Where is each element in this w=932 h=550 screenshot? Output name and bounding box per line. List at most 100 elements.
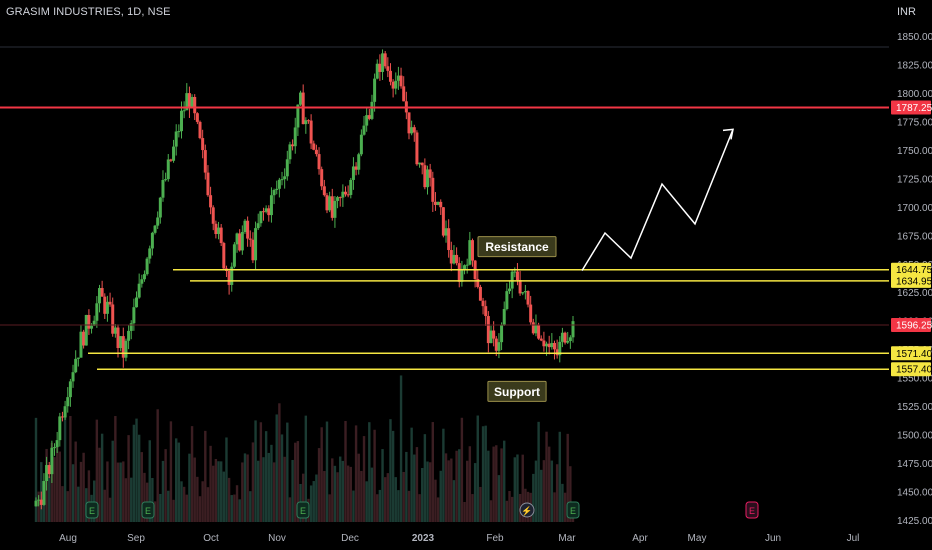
- candle-body: [489, 330, 493, 344]
- volume-bar: [325, 421, 329, 522]
- candle-body: [288, 144, 292, 160]
- time-tick-label: Dec: [341, 533, 359, 544]
- candle-body: [484, 306, 488, 317]
- price-tick-label: 1425.00: [897, 516, 932, 527]
- volume-bar: [423, 434, 427, 522]
- volume-bar: [320, 427, 323, 522]
- volume-bar: [413, 454, 416, 522]
- volume-bar: [323, 471, 326, 522]
- candle-body: [58, 416, 62, 441]
- candle-body: [415, 132, 419, 165]
- candle-body: [452, 254, 456, 264]
- volume-bar: [264, 431, 268, 522]
- event-marker-bg: [566, 501, 580, 519]
- candle-body: [66, 397, 70, 407]
- candle-body: [396, 75, 400, 81]
- candle-body: [172, 146, 176, 161]
- candle-body: [45, 465, 49, 482]
- volume-bar: [108, 497, 112, 522]
- volume-bar: [156, 409, 159, 522]
- candle-body: [37, 499, 41, 501]
- candle-body: [100, 288, 104, 297]
- volume-bar: [61, 486, 64, 522]
- volume-bar: [418, 494, 421, 522]
- volume-bar: [137, 434, 141, 522]
- volume-bar: [135, 418, 138, 522]
- candle-body: [441, 207, 445, 236]
- time-tick-label: May: [688, 533, 707, 544]
- candle-body: [238, 233, 242, 251]
- candle-body: [563, 332, 567, 343]
- candle-body: [375, 63, 379, 79]
- candle-body: [299, 92, 303, 105]
- candle-body: [357, 154, 361, 170]
- volume-bar: [296, 441, 300, 522]
- volume-bar: [280, 434, 284, 522]
- time-tick-label: Oct: [203, 533, 219, 544]
- candle-body: [320, 169, 324, 187]
- volume-bar: [53, 457, 56, 522]
- volume-bar: [370, 467, 374, 522]
- volume-bar: [275, 414, 278, 522]
- candle-body: [166, 159, 170, 180]
- last-price-tag: 1596.25: [891, 317, 932, 332]
- volume-bar: [159, 493, 162, 522]
- volume-bar: [270, 444, 273, 522]
- volume-bar: [233, 494, 236, 522]
- volume-bar: [209, 445, 212, 522]
- candle-body: [111, 304, 115, 334]
- candle-body: [87, 314, 91, 329]
- candle-body: [478, 286, 482, 301]
- volume-bar: [534, 460, 538, 522]
- volume-bar: [151, 477, 154, 522]
- candle-body: [306, 120, 310, 122]
- volume-bar: [542, 460, 546, 522]
- volume-bar: [79, 461, 83, 522]
- volume-bar: [344, 420, 347, 522]
- candle-body: [232, 244, 236, 267]
- candle-body: [76, 357, 80, 359]
- event-marker-bg: [141, 501, 155, 519]
- volume-bar: [204, 430, 207, 522]
- candle-body: [383, 53, 387, 67]
- candle-body: [338, 197, 342, 199]
- candle-body: [447, 228, 451, 251]
- candle-body: [457, 263, 461, 282]
- candle-body: [108, 301, 112, 305]
- volume-bar: [77, 486, 80, 522]
- volume-bar: [301, 473, 305, 522]
- candle-body: [169, 159, 173, 161]
- candle-body: [103, 296, 107, 314]
- candle-body: [42, 481, 46, 505]
- candle-body: [235, 233, 239, 245]
- volume-bar: [175, 438, 178, 522]
- candle-body: [531, 322, 535, 334]
- candle-body: [508, 288, 512, 292]
- volume-bar: [450, 458, 453, 522]
- candle-body: [571, 321, 575, 338]
- dividend-icon: ⚡: [519, 502, 535, 518]
- event-marker-text: E: [570, 506, 576, 516]
- candle-body: [293, 127, 297, 147]
- candle-body: [164, 179, 168, 181]
- volume-bar: [267, 452, 270, 522]
- price-tick-label: 1725.00: [897, 174, 932, 185]
- volume-bar: [241, 462, 244, 522]
- volume-bar: [291, 459, 294, 522]
- volume-bar: [190, 426, 194, 522]
- volume-bar: [235, 485, 239, 522]
- volume-bar: [365, 481, 368, 522]
- volume-bar: [479, 486, 482, 522]
- volume-bar: [376, 494, 379, 522]
- candle-body: [275, 188, 279, 190]
- volume-bar: [116, 462, 120, 522]
- volume-bar: [389, 419, 392, 522]
- volume-bar: [111, 440, 114, 522]
- candle-body: [60, 416, 64, 418]
- level-price-tag: 1634.95: [891, 273, 932, 288]
- volume-bar: [196, 476, 199, 522]
- volume-bar: [304, 415, 308, 522]
- candle-body: [39, 499, 43, 505]
